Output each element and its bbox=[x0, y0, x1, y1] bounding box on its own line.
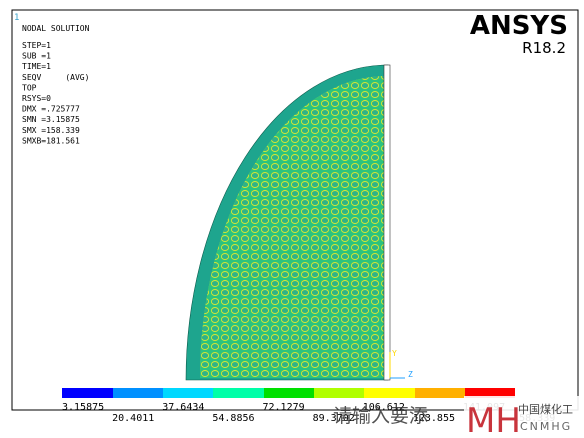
info-line: TOP bbox=[22, 83, 37, 92]
watermark-brand: MH bbox=[466, 401, 521, 438]
logo: ANSYS bbox=[470, 11, 568, 41]
legend-bar bbox=[62, 388, 515, 398]
version: R18.2 bbox=[522, 39, 566, 57]
legend-label: 3.15875 bbox=[62, 402, 104, 413]
info-line: SMX =158.339 bbox=[22, 126, 80, 135]
legend-swatch bbox=[415, 388, 465, 398]
info-line: SMXB=181.561 bbox=[22, 136, 80, 145]
legend-swatch bbox=[264, 388, 314, 398]
legend-swatch bbox=[163, 388, 213, 398]
legend-swatch bbox=[62, 388, 113, 398]
info-line: TIME=1 bbox=[22, 62, 51, 71]
legend-label: 89.3702 bbox=[313, 413, 355, 424]
info-line: NODAL SOLUTION bbox=[22, 24, 90, 33]
watermark-text: 请输入要添 bbox=[333, 405, 428, 427]
axis-label-y: Y bbox=[392, 349, 397, 358]
plot-number: 1 bbox=[14, 13, 19, 23]
watermark-company-en: CNMHG bbox=[520, 420, 572, 433]
info-line: SEQV (AVG) bbox=[22, 73, 89, 82]
info-line: SUB =1 bbox=[22, 52, 51, 61]
legend-swatch bbox=[213, 388, 264, 398]
info-line: DMX =.725777 bbox=[22, 105, 80, 114]
legend-label: 72.1279 bbox=[262, 402, 304, 413]
legend-swatch bbox=[314, 388, 364, 398]
info-line: SMN =3.15875 bbox=[22, 115, 80, 124]
legend-label: 54.8856 bbox=[212, 413, 254, 424]
info-line: RSYS=0 bbox=[22, 94, 51, 103]
axis-label-z: Z bbox=[408, 370, 413, 379]
model-edge bbox=[383, 64, 391, 381]
legend-label: 123.855 bbox=[413, 413, 455, 424]
legend-swatch bbox=[113, 388, 163, 398]
legend-label: 106.612 bbox=[363, 402, 405, 413]
watermark-company: 中国煤化工 bbox=[518, 402, 573, 416]
legend-label: 20.4011 bbox=[112, 413, 154, 424]
legend-swatch bbox=[465, 388, 515, 398]
info-line: STEP=1 bbox=[22, 41, 51, 50]
legend-swatch bbox=[364, 388, 415, 398]
legend-label: 37.6434 bbox=[162, 402, 204, 413]
watermark-bg bbox=[464, 396, 580, 438]
